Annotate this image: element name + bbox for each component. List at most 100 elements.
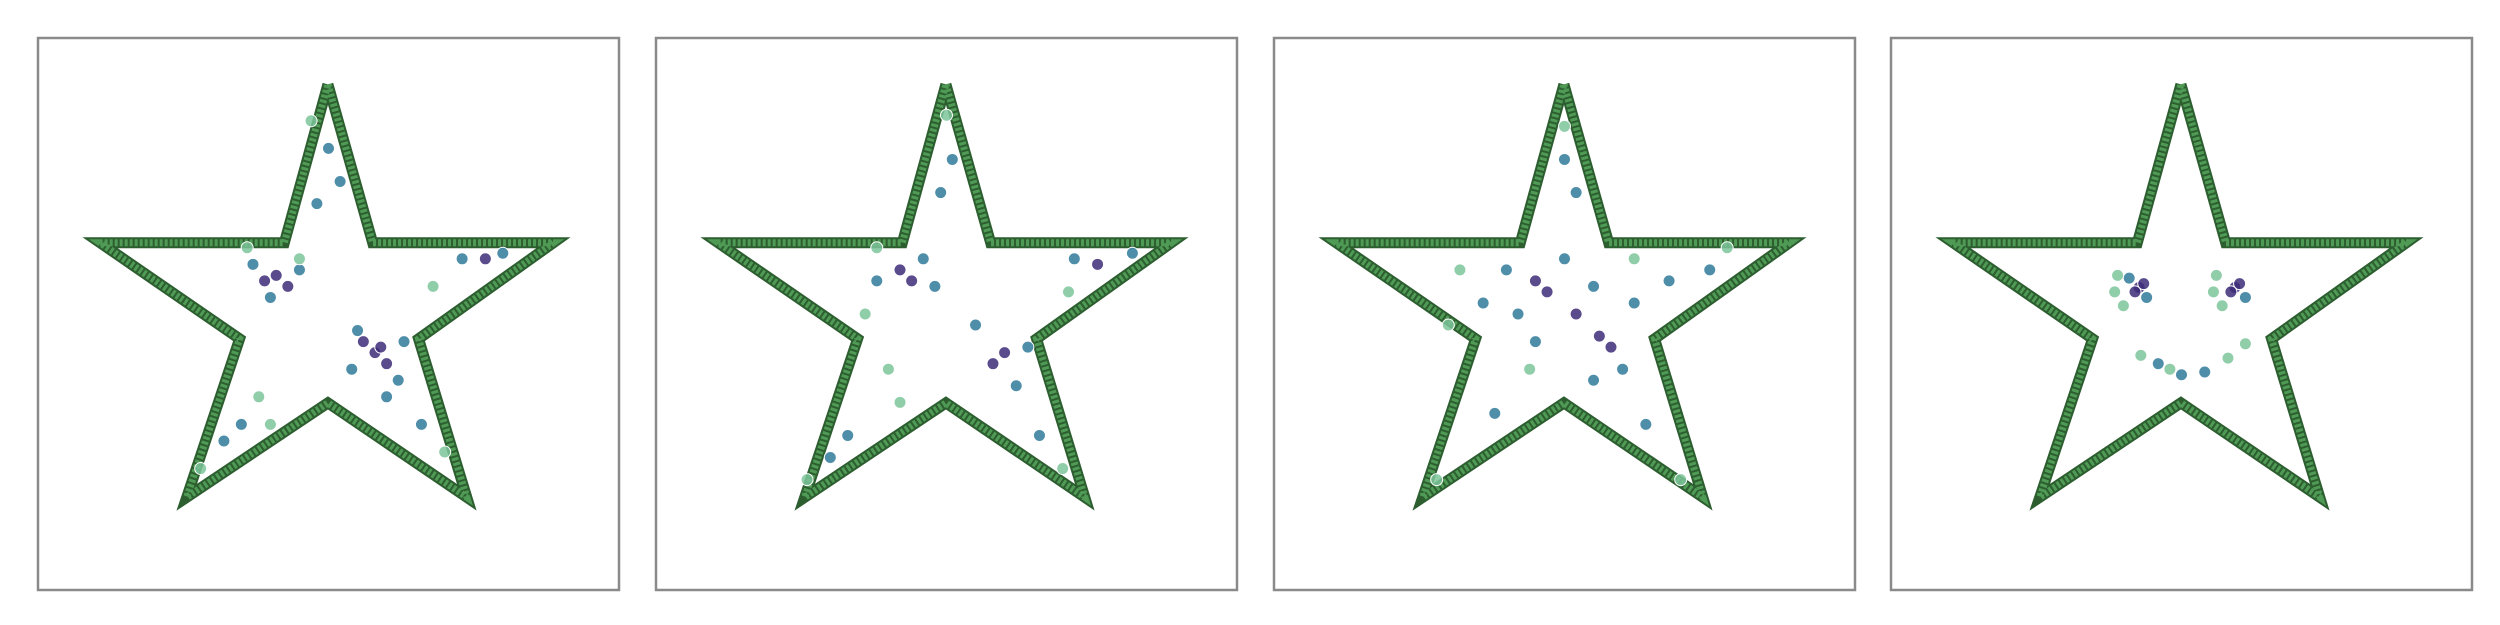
point [2140, 290, 2154, 304]
point [496, 246, 510, 260]
point [356, 335, 370, 349]
point [263, 290, 277, 304]
point [292, 252, 306, 266]
point [1056, 462, 1070, 476]
point [391, 373, 405, 387]
point [2128, 285, 2142, 299]
point [2108, 285, 2122, 299]
point [986, 357, 1000, 371]
point [2163, 362, 2177, 376]
point [2238, 290, 2252, 304]
point [934, 186, 948, 200]
point [234, 417, 248, 431]
point [940, 108, 953, 122]
point [345, 362, 359, 376]
point [2221, 351, 2235, 365]
point [322, 141, 335, 155]
point [870, 274, 884, 288]
point [414, 417, 428, 431]
point [269, 268, 283, 282]
point [1062, 285, 1076, 299]
point [1662, 274, 1676, 288]
point [281, 279, 295, 293]
point [1558, 152, 1571, 166]
point [893, 263, 907, 277]
point [1125, 246, 1139, 260]
point [217, 434, 231, 448]
panel-frame [654, 36, 1239, 592]
point [1488, 406, 1502, 420]
point [1441, 318, 1455, 332]
point [426, 279, 440, 293]
point [1558, 252, 1571, 266]
point [1032, 428, 1046, 442]
point [2224, 285, 2238, 299]
point [928, 279, 942, 293]
point [1569, 186, 1583, 200]
point [1587, 279, 1601, 293]
point [2233, 277, 2247, 291]
panel-frame [36, 36, 621, 592]
point [893, 395, 907, 409]
point [916, 252, 930, 266]
point [1511, 307, 1525, 321]
point [1453, 263, 1467, 277]
point [438, 445, 452, 459]
point [1528, 274, 1542, 288]
point [1558, 119, 1571, 133]
point [1616, 362, 1630, 376]
point [1540, 285, 1554, 299]
point [1592, 329, 1606, 343]
point [1476, 296, 1490, 310]
point [2151, 357, 2165, 371]
point [998, 346, 1012, 360]
point [351, 324, 365, 338]
panel-frame [1889, 36, 2474, 592]
point [2111, 268, 2125, 282]
point [2122, 271, 2136, 285]
point [1720, 241, 1734, 255]
point [841, 428, 855, 442]
point [1091, 257, 1105, 271]
point [194, 462, 208, 476]
star-outline [1941, 83, 2418, 506]
point [2137, 277, 2151, 291]
point [478, 252, 492, 266]
point [2206, 285, 2220, 299]
point [292, 263, 306, 277]
point [945, 152, 959, 166]
point [263, 417, 277, 431]
point [1627, 296, 1641, 310]
point [1627, 252, 1641, 266]
point [1703, 263, 1717, 277]
point [2215, 299, 2229, 313]
point [1604, 340, 1618, 354]
point [1528, 335, 1542, 349]
point [905, 274, 919, 288]
point [1674, 473, 1688, 487]
point [2238, 337, 2252, 351]
point [1569, 307, 1583, 321]
point [2134, 348, 2148, 362]
point [881, 362, 895, 376]
point [258, 274, 272, 288]
point [380, 390, 394, 404]
point [1067, 252, 1081, 266]
point [374, 340, 388, 354]
point [240, 241, 254, 255]
star-outline [88, 83, 565, 506]
point [1523, 362, 1537, 376]
point [858, 307, 872, 321]
point [800, 473, 814, 487]
point [1430, 473, 1444, 487]
point [252, 390, 266, 404]
point [380, 357, 394, 371]
point [2209, 268, 2223, 282]
panel-frame [1272, 36, 1857, 592]
point [1021, 340, 1035, 354]
point [969, 318, 983, 332]
point [246, 257, 260, 271]
point [304, 114, 318, 128]
